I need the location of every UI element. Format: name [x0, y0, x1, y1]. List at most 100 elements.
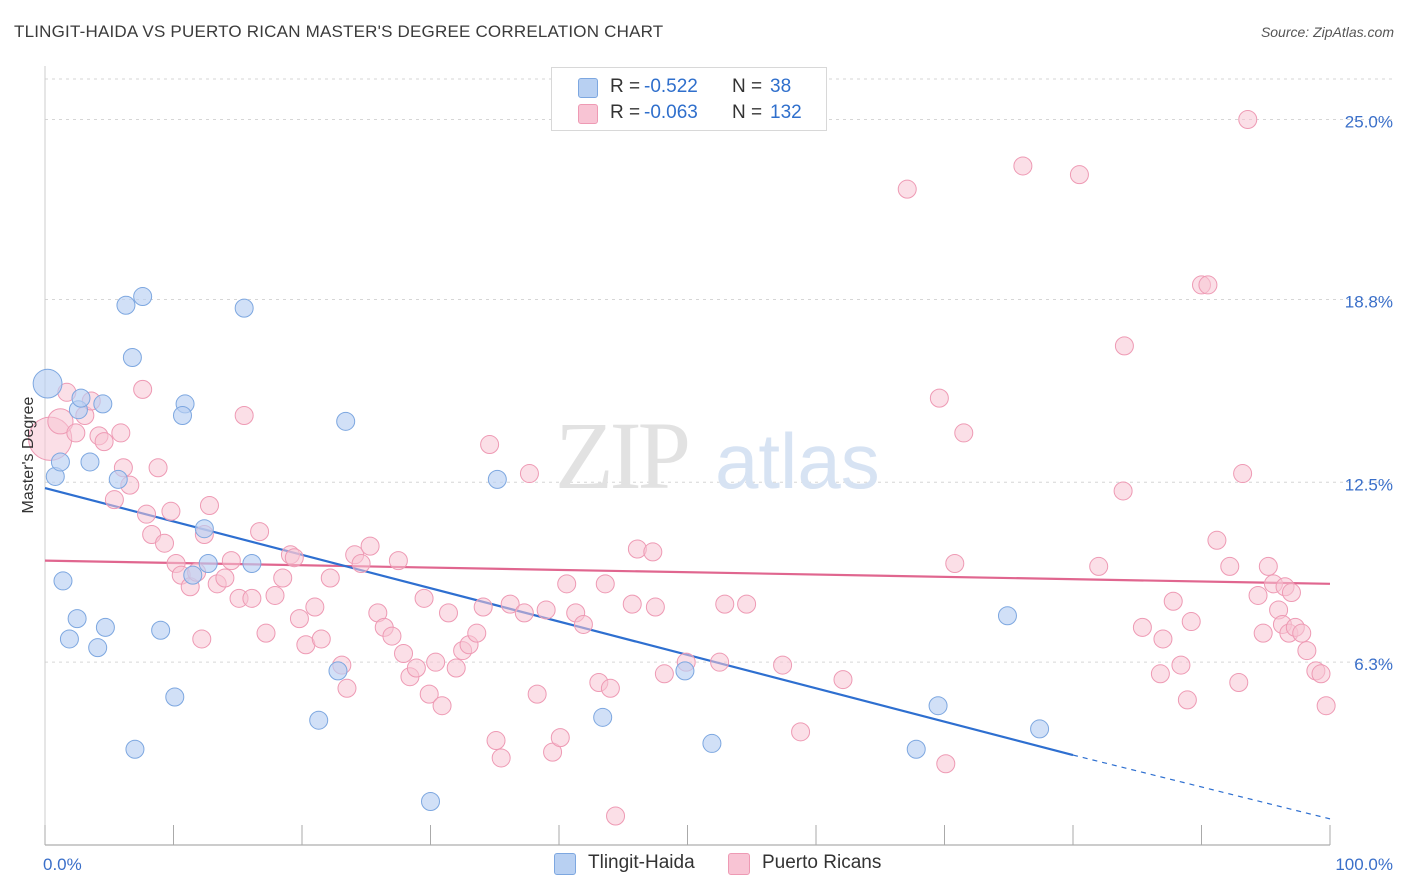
data-point-puerto-ricans [1198, 275, 1218, 295]
data-point-puerto-ricans [133, 379, 153, 399]
data-point-puerto-ricans [360, 536, 380, 556]
data-point-puerto-ricans [284, 548, 304, 568]
data-point-puerto-ricans [1311, 664, 1331, 684]
data-point-puerto-ricans [273, 568, 293, 588]
data-point-tlingit-haida [593, 707, 613, 727]
chart-title: TLINGIT-HAIDA VS PUERTO RICAN MASTER'S D… [14, 22, 664, 41]
data-point-puerto-ricans [897, 179, 917, 199]
data-point-tlingit-haida [93, 394, 113, 414]
data-point-puerto-ricans [47, 408, 74, 435]
data-point-puerto-ricans [643, 542, 663, 562]
data-point-tlingit-haida [133, 287, 153, 307]
data-point-puerto-ricans [595, 574, 615, 594]
data-point-puerto-ricans [1089, 556, 1109, 576]
data-point-puerto-ricans [486, 731, 506, 751]
data-point-tlingit-haida [906, 739, 926, 759]
legend-r-label: R = [610, 76, 641, 97]
data-point-puerto-ricans [414, 588, 434, 608]
data-point-puerto-ricans [654, 664, 674, 684]
data-point-puerto-ricans [573, 614, 593, 634]
data-point-puerto-ricans [527, 684, 547, 704]
data-point-puerto-ricans [557, 574, 577, 594]
data-point-puerto-ricans [645, 597, 665, 617]
data-point-puerto-ricans [242, 588, 262, 608]
data-point-puerto-ricans [606, 806, 626, 826]
data-point-tlingit-haida [487, 469, 507, 489]
data-point-tlingit-haida [172, 406, 192, 426]
data-point-tlingit-haida [234, 298, 254, 318]
data-point-puerto-ricans [1114, 336, 1134, 356]
data-point-puerto-ricans [1248, 585, 1268, 605]
data-point-puerto-ricans [936, 754, 956, 774]
legend-n-value: 132 [770, 102, 802, 123]
legend-n-label: N = [732, 102, 763, 123]
y-tick-label: 12.5% [1345, 475, 1393, 494]
data-point-puerto-ricans [737, 594, 757, 614]
data-point-puerto-ricans [1229, 672, 1249, 692]
data-point-puerto-ricans [1316, 696, 1336, 716]
data-point-puerto-ricans [215, 568, 235, 588]
data-point-tlingit-haida [183, 565, 203, 585]
data-point-puerto-ricans [419, 684, 439, 704]
data-point-tlingit-haida [53, 571, 73, 591]
data-point-puerto-ricans [791, 722, 811, 742]
data-point-tlingit-haida [928, 696, 948, 716]
data-point-puerto-ricans [1113, 481, 1133, 501]
axes [44, 66, 1331, 846]
x-tick-label-end: 100.0% [1335, 855, 1393, 874]
data-point-puerto-ricans [221, 551, 241, 571]
data-point-puerto-ricans [337, 678, 357, 698]
y-tick-label: 25.0% [1345, 113, 1393, 132]
data-point-puerto-ricans [320, 568, 340, 588]
data-point-puerto-ricans [1207, 530, 1227, 550]
watermark: ZIP atlas [555, 402, 880, 509]
data-point-puerto-ricans [1292, 623, 1312, 643]
legend-r-value: -0.063 [644, 102, 698, 123]
data-point-puerto-ricans [473, 597, 493, 617]
legend-n-label: N = [732, 76, 763, 97]
data-point-puerto-ricans [438, 603, 458, 623]
data-point-puerto-ricans [1013, 156, 1033, 176]
data-point-puerto-ricans [710, 652, 730, 672]
data-point-puerto-ricans [1233, 464, 1253, 484]
legend-swatch-blue [578, 78, 598, 98]
source-label: Source: ZipAtlas.com [1260, 24, 1394, 40]
data-point-puerto-ricans [394, 643, 414, 663]
watermark-zip: ZIP [555, 402, 688, 509]
watermark-atlas: atlas [715, 417, 880, 505]
data-point-puerto-ricans [1069, 165, 1089, 185]
y-tick-label: 18.8% [1345, 292, 1393, 311]
data-point-puerto-ricans [192, 629, 212, 649]
data-point-puerto-ricans [550, 728, 570, 748]
data-point-puerto-ricans [426, 652, 446, 672]
x-tick-label-start: 0.0% [43, 855, 82, 874]
data-point-tlingit-haida [1030, 719, 1050, 739]
data-point-puerto-ricans [491, 748, 511, 768]
trend-line-tlingit-haida [44, 487, 1074, 757]
legend-r-value: -0.522 [644, 76, 698, 97]
data-point-puerto-ricans [1258, 556, 1278, 576]
data-point-puerto-ricans [945, 554, 965, 574]
data-point-puerto-ricans [382, 626, 402, 646]
data-point-puerto-ricans [514, 603, 534, 623]
data-point-puerto-ricans [104, 490, 124, 510]
data-point-puerto-ricans [137, 504, 157, 524]
data-point-puerto-ricans [388, 551, 408, 571]
data-point-puerto-ricans [1171, 655, 1191, 675]
data-point-tlingit-haida [67, 609, 87, 629]
data-point-puerto-ricans [773, 655, 793, 675]
data-point-puerto-ricans [467, 623, 487, 643]
data-point-puerto-ricans [954, 423, 974, 443]
legend: R = -0.522 N = 38 R = -0.063 N = 132 [551, 67, 827, 131]
data-point-puerto-ricans [1177, 690, 1197, 710]
y-tick-label: 6.3% [1354, 655, 1393, 674]
data-point-tlingit-haida [328, 661, 348, 681]
data-point-puerto-ricans [265, 585, 285, 605]
tlingit-haida-points [32, 287, 1050, 811]
data-point-puerto-ricans [148, 458, 168, 478]
legend-n-value: 38 [770, 76, 792, 97]
data-point-puerto-ricans [289, 609, 309, 629]
data-point-puerto-ricans [622, 594, 642, 614]
legend-r-label: R = [610, 102, 641, 123]
data-point-puerto-ricans [519, 464, 539, 484]
